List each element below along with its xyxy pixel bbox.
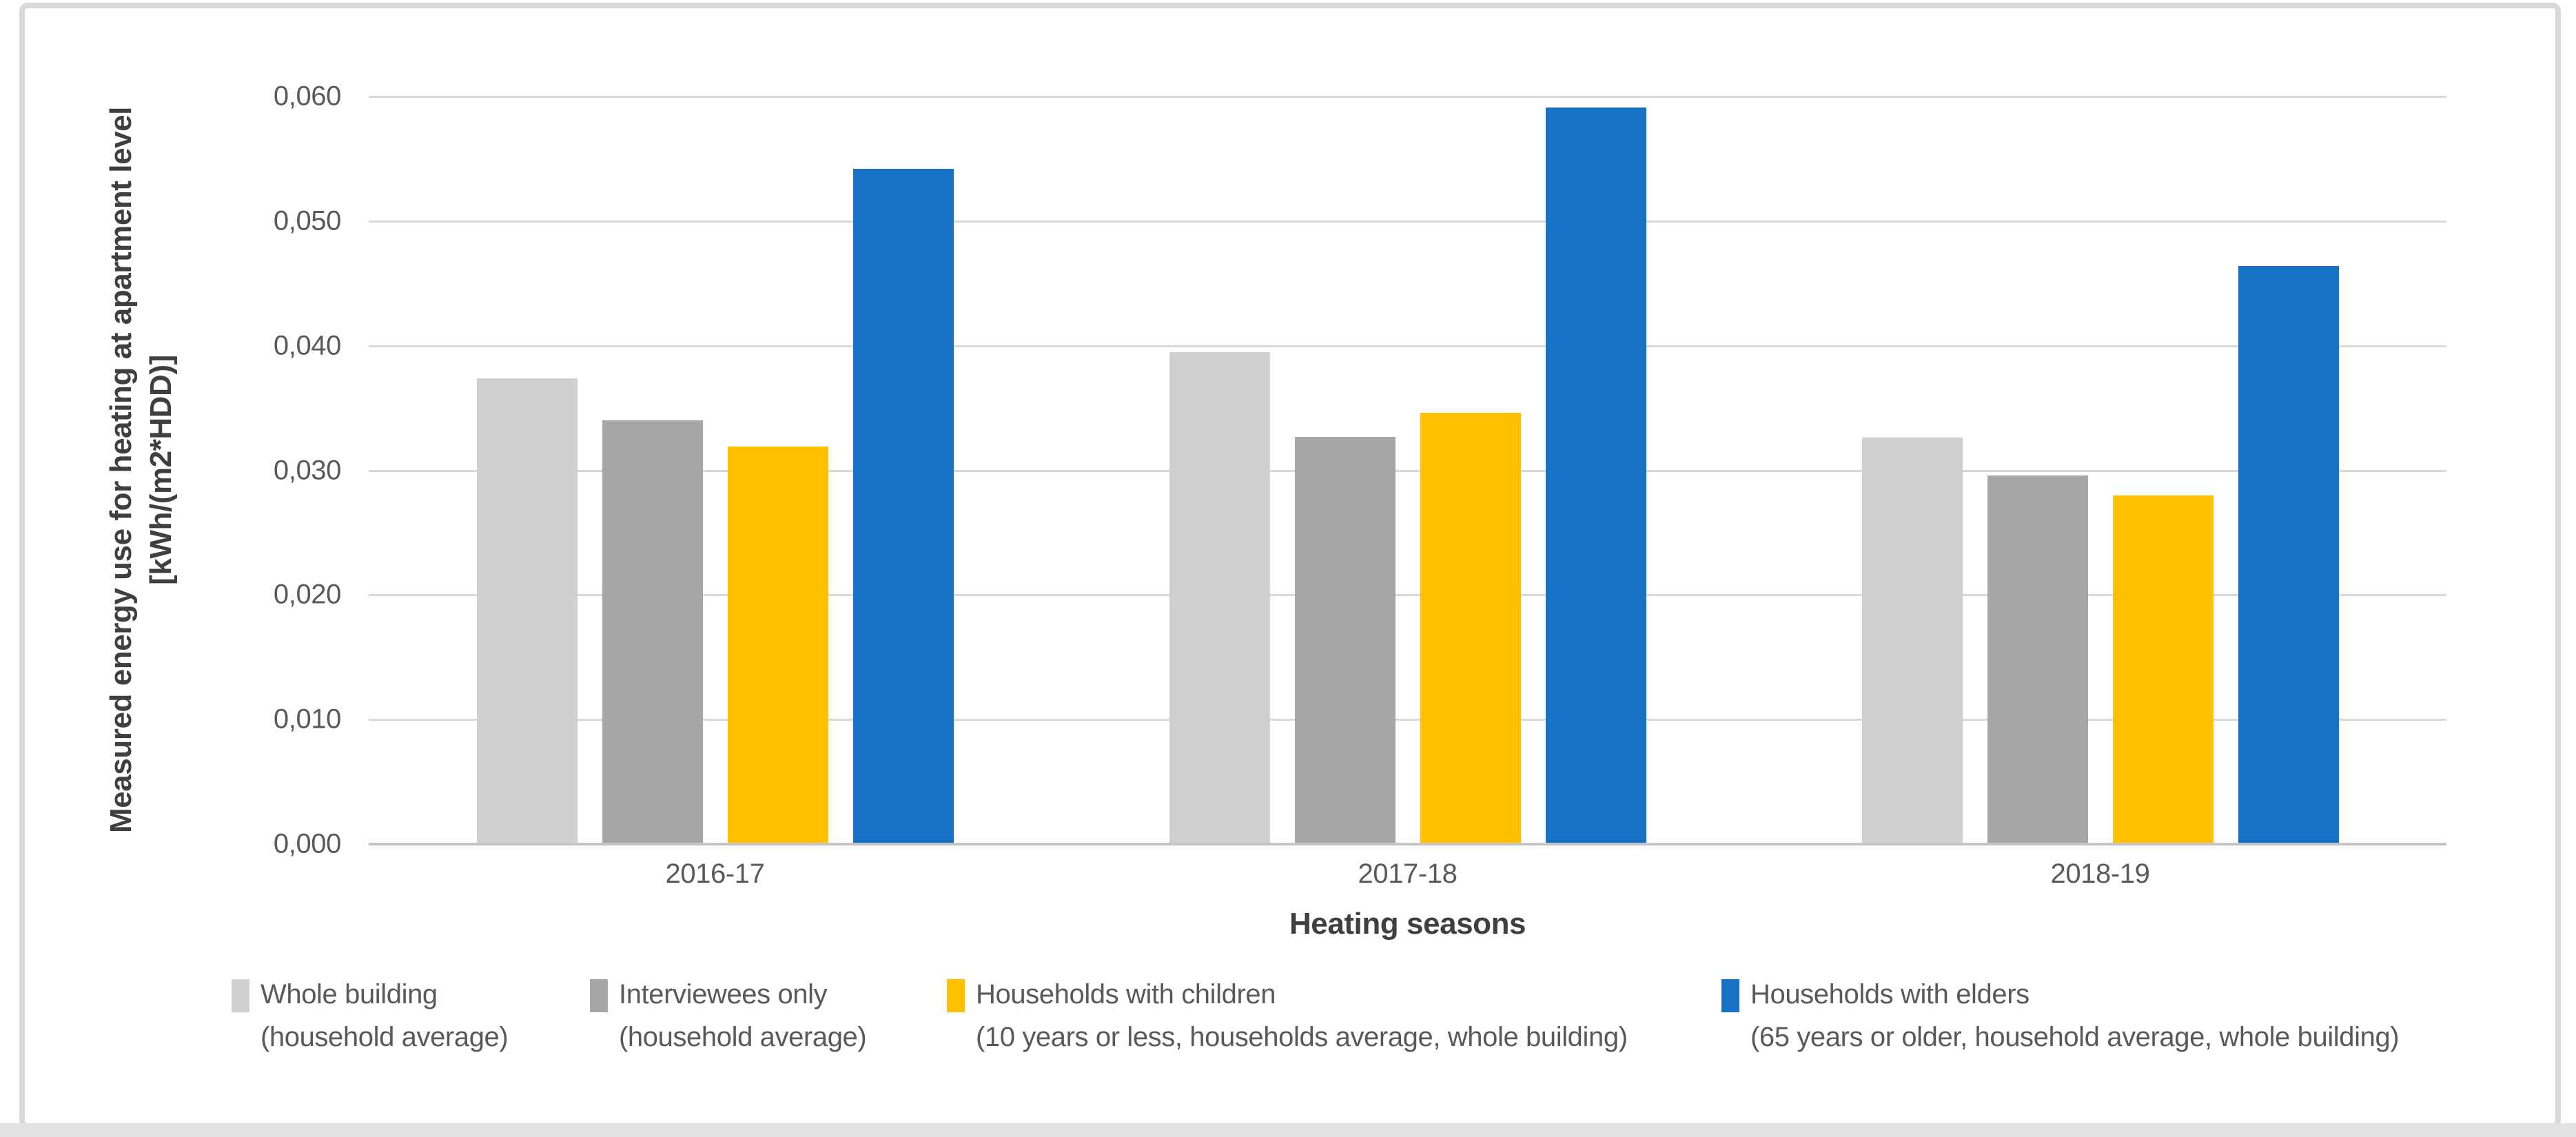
legend-label-line2: (10 years or less, households average, w… bbox=[976, 1022, 1628, 1052]
gridline bbox=[369, 469, 2446, 472]
legend-label-line2: (household average) bbox=[619, 1022, 867, 1052]
bar bbox=[1294, 437, 1396, 844]
bar bbox=[1987, 475, 2088, 844]
y-axis-tick-labels: 0,000 0,010 0,020 0,030 0,040 0,050 0,060 bbox=[165, 81, 342, 859]
y-tick-label: 0,000 bbox=[273, 828, 342, 859]
bar bbox=[852, 169, 954, 844]
y-tick-label: 0,030 bbox=[273, 455, 342, 485]
legend-label: Interviewees only (household average) bbox=[619, 973, 867, 1058]
y-axis-title-line1: Measured energy use for heating at apart… bbox=[104, 107, 138, 833]
y-tick-label: 0,010 bbox=[273, 704, 342, 735]
x-axis-tick-labels: 2016-17 2017-18 2018-19 bbox=[369, 859, 2446, 890]
legend-label-line2: (household average) bbox=[260, 1022, 509, 1052]
bar bbox=[602, 420, 703, 844]
bar-group-2017-18 bbox=[1061, 96, 1754, 844]
x-axis-line bbox=[369, 843, 2446, 846]
bar bbox=[476, 378, 577, 844]
x-tick-label: 2016-17 bbox=[665, 859, 765, 889]
y-tick-label: 0,050 bbox=[273, 205, 342, 236]
y-tick-label: 0,020 bbox=[273, 579, 342, 610]
legend-label-line1: Households with children bbox=[976, 979, 1276, 1010]
y-tick-label: 0,040 bbox=[273, 330, 342, 361]
legend-marker-icon bbox=[232, 979, 249, 1012]
bar bbox=[1545, 107, 1646, 844]
legend-item: Interviewees only (household average) bbox=[590, 973, 867, 1058]
bar-group-2016-17 bbox=[369, 96, 1061, 844]
bar bbox=[1861, 438, 1963, 844]
bar bbox=[2238, 266, 2339, 844]
plot-area bbox=[369, 96, 2446, 846]
bar-groups bbox=[369, 96, 2446, 844]
gridline bbox=[369, 594, 2446, 597]
gridline bbox=[369, 220, 2446, 223]
legend-label-line1: Households with elders bbox=[1750, 979, 2030, 1010]
legend-marker-icon bbox=[590, 979, 608, 1012]
legend-marker-icon bbox=[1721, 979, 1739, 1012]
legend-label: Households with children (10 years or les… bbox=[976, 973, 1628, 1058]
bar bbox=[727, 447, 828, 844]
bar bbox=[1169, 352, 1270, 844]
bottom-strip bbox=[0, 1123, 2576, 1137]
legend-label: Households with elders (65 years or older… bbox=[1750, 973, 2400, 1058]
gridline bbox=[369, 719, 2446, 721]
legend-label-line1: Whole building bbox=[260, 979, 438, 1010]
legend-label: Whole building (household average) bbox=[260, 973, 509, 1058]
gridline bbox=[369, 345, 2446, 347]
legend-item: Households with children (10 years or les… bbox=[947, 973, 1628, 1058]
x-tick-label: 2017-18 bbox=[1358, 859, 1458, 889]
x-tick-label: 2018-19 bbox=[2050, 859, 2150, 889]
legend-item: Whole building (household average) bbox=[232, 973, 509, 1058]
legend-marker-icon bbox=[947, 979, 965, 1012]
bar bbox=[1420, 413, 1521, 844]
gridline bbox=[369, 96, 2446, 98]
legend-label-line1: Interviewees only bbox=[619, 979, 828, 1010]
bar bbox=[2112, 495, 2214, 844]
legend-label-line2: (65 years or older, household average, w… bbox=[1750, 1022, 2400, 1052]
bar-group-2018-19 bbox=[1754, 96, 2446, 844]
x-axis-title: Heating seasons bbox=[1289, 907, 1526, 941]
legend-item: Households with elders (65 years or older… bbox=[1721, 973, 2400, 1058]
y-tick-label: 0,060 bbox=[273, 81, 342, 112]
